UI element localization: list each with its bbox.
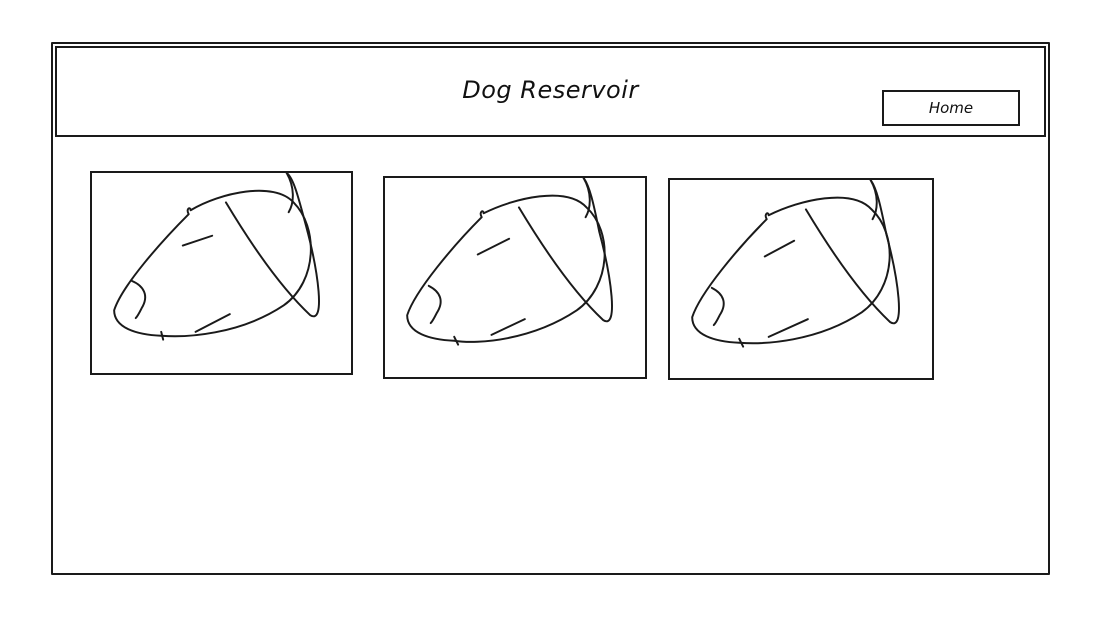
home-button[interactable]: Home xyxy=(882,90,1020,126)
dog-head-icon xyxy=(406,178,613,346)
page-title: Dog Reservoir xyxy=(462,76,639,104)
dog-card-3[interactable] xyxy=(668,178,934,380)
dog-card-2[interactable] xyxy=(383,176,647,379)
header-bar: Dog Reservoir Home xyxy=(55,46,1046,137)
dog-head-icon xyxy=(113,173,320,341)
dog-head-icon xyxy=(691,180,900,348)
app-window xyxy=(51,42,1050,575)
dog-card-1[interactable] xyxy=(90,171,353,375)
